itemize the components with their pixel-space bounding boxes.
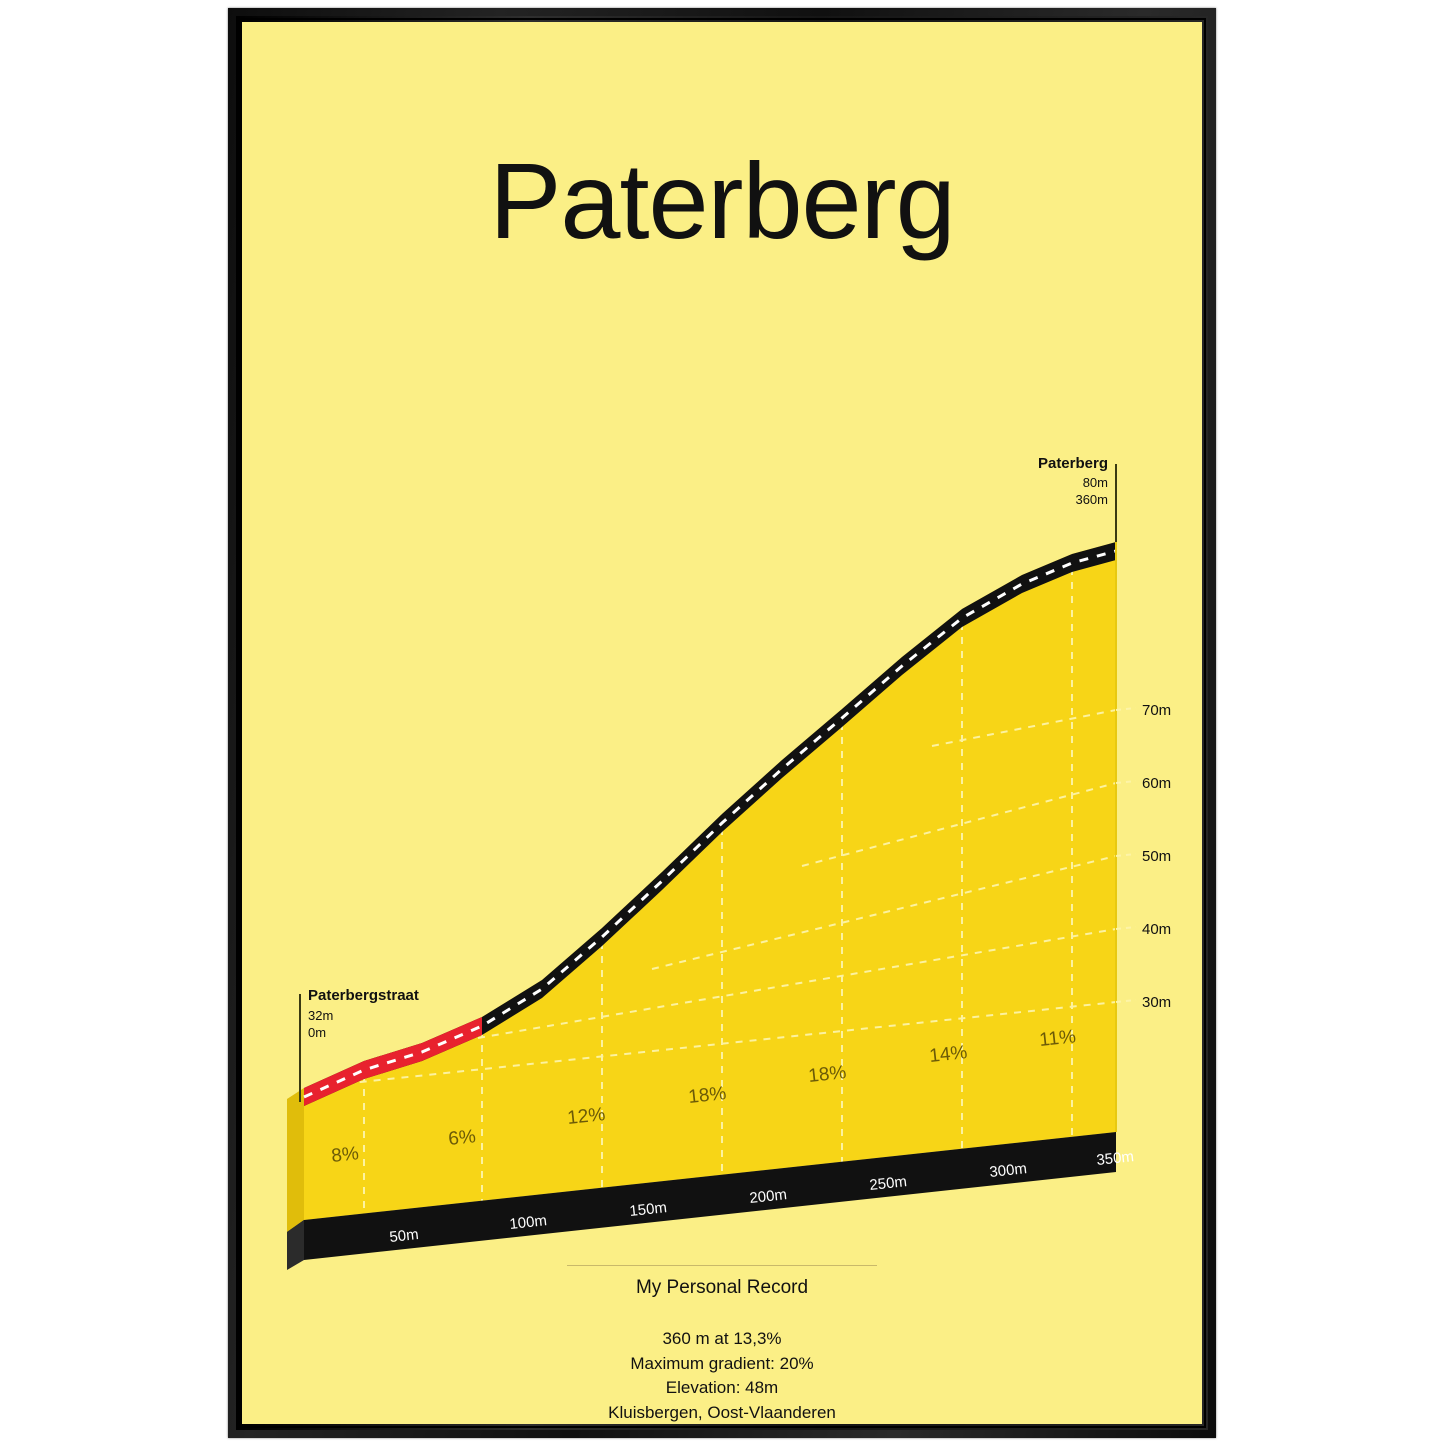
personal-record-heading: My Personal Record bbox=[635, 1277, 809, 1298]
profile-svg: Paterberg 80m 360m Paterbergstraat 32m 0… bbox=[287, 455, 1171, 1270]
distance-marker-4: 250m bbox=[869, 1173, 908, 1194]
stat-location: Kluisbergen, Oost-Vlaanderen bbox=[608, 1402, 836, 1422]
elevation-profile-chart: Paterberg 80m 360m Paterbergstraat 32m 0… bbox=[242, 442, 1202, 1272]
distance-marker-5: 300m bbox=[989, 1160, 1028, 1181]
gradient-label-0: 8% bbox=[330, 1143, 360, 1167]
elevation-tick-0: 30m bbox=[1142, 994, 1171, 1011]
elevation-tick-3: 60m bbox=[1142, 775, 1171, 792]
gradient-label-5: 14% bbox=[928, 1042, 968, 1067]
elevation-axis: 30m 40m 50m 60m 70m bbox=[1115, 702, 1171, 1011]
gradient-label-1: 6% bbox=[447, 1126, 477, 1150]
frame-inner-lip bbox=[238, 18, 1206, 1428]
road-center-line bbox=[303, 549, 1117, 1099]
stat-max-gradient: Maximum gradient: 20% bbox=[630, 1353, 814, 1373]
start-label-distance: 0m bbox=[308, 1025, 326, 1040]
profile-left-face bbox=[287, 1088, 304, 1232]
start-label: Paterbergstraat 32m 0m bbox=[299, 987, 419, 1102]
start-label-name: Paterbergstraat bbox=[308, 987, 419, 1004]
page-title: Paterberg bbox=[489, 140, 955, 261]
distance-markers: 50m 100m 150m 200m 250m 300m 350m bbox=[389, 1148, 1135, 1246]
gradient-label-2: 12% bbox=[566, 1104, 606, 1129]
start-label-elevation: 32m bbox=[308, 1008, 333, 1023]
gradient-label-3: 18% bbox=[687, 1083, 727, 1108]
gradient-label-4: 18% bbox=[807, 1062, 847, 1087]
poster-canvas: Paterberg bbox=[242, 22, 1202, 1424]
summit-label-name: Paterberg bbox=[1038, 455, 1108, 472]
summit-label-distance: 360m bbox=[1075, 492, 1108, 507]
footer-divider bbox=[567, 1265, 877, 1266]
profile-front-face bbox=[304, 542, 1116, 1220]
summit-label-elevation: 80m bbox=[1083, 475, 1108, 490]
stat-elevation: Elevation: 48m bbox=[665, 1378, 779, 1398]
elevation-tick-2: 50m bbox=[1142, 848, 1171, 865]
summit-label: Paterberg 80m 360m bbox=[1038, 455, 1117, 542]
profile-base-band bbox=[287, 1132, 1116, 1270]
gradient-label-6: 11% bbox=[1038, 1026, 1077, 1051]
distance-marker-0: 50m bbox=[389, 1226, 420, 1246]
distance-marker-2: 150m bbox=[629, 1199, 668, 1220]
gradient-labels: 8% 6% 12% 18% 18% 14% 11% bbox=[330, 1026, 1077, 1167]
profile-gridlines bbox=[303, 554, 1117, 1214]
stat-distance-gradient: 360 m at 13,3% bbox=[662, 1329, 782, 1348]
distance-marker-6: 350m bbox=[1096, 1148, 1135, 1169]
distance-marker-3: 200m bbox=[749, 1186, 788, 1207]
elevation-tick-1: 40m bbox=[1142, 921, 1171, 938]
footer-block: My Personal Record 360 m at 13,3% Maximu… bbox=[242, 1277, 1202, 1424]
distance-marker-1: 100m bbox=[509, 1212, 548, 1233]
elevation-tick-4: 70m bbox=[1142, 702, 1171, 719]
